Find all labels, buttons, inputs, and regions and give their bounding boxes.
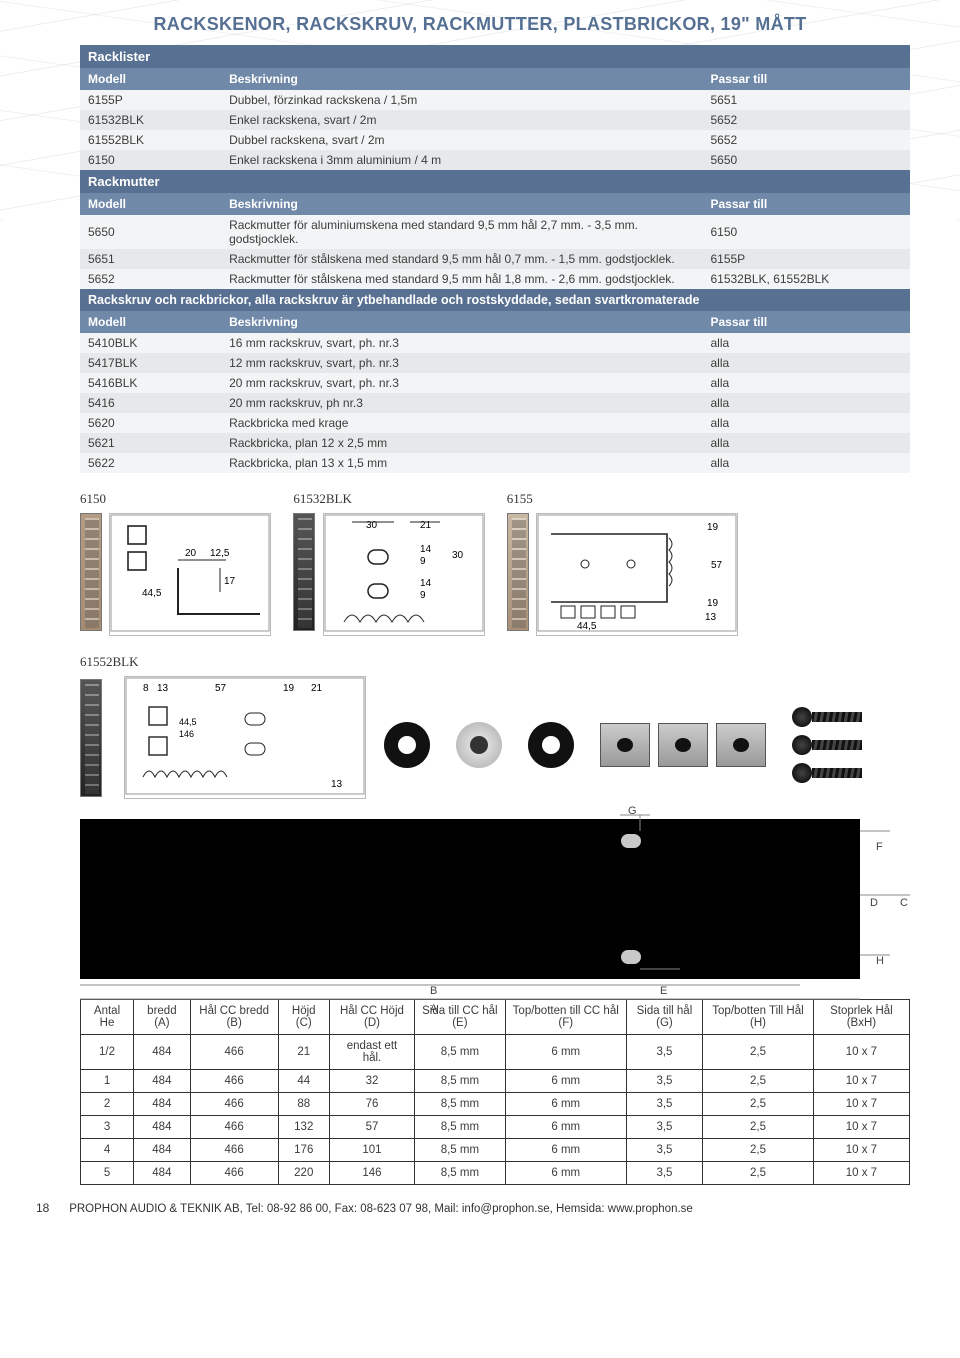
- dim-f: F: [876, 841, 883, 853]
- diagram-61532blk: 61532BLK 30 21 14 9 14 9 30: [293, 491, 484, 636]
- table-row: 61532BLKEnkel rackskena, svart / 2m5652: [80, 110, 910, 130]
- table-row: 248446688768,5 mm6 mm3,52,510 x 7: [81, 1093, 910, 1116]
- svg-text:13: 13: [157, 683, 169, 694]
- table-row: 5410BLK16 mm rackskruv, svart, ph. nr.3a…: [80, 333, 910, 353]
- dim-e: E: [660, 985, 667, 997]
- rail-photo: [80, 513, 102, 631]
- svg-text:20: 20: [185, 548, 197, 559]
- dim: 44,5: [142, 588, 162, 599]
- svg-text:44,5: 44,5: [577, 621, 597, 632]
- rail-photo: [80, 679, 102, 797]
- table-row: 148446644328,5 mm6 mm3,52,510 x 7: [81, 1070, 910, 1093]
- svg-text:57: 57: [215, 683, 227, 694]
- col-modell: Modell: [80, 68, 221, 90]
- svg-text:12,5: 12,5: [210, 548, 230, 559]
- svg-text:17: 17: [224, 576, 236, 587]
- section-rackskruv: Rackskruv och rackbrickor, alla rackskru…: [80, 289, 910, 311]
- dim-h: H: [876, 955, 884, 967]
- footer-text: PROPHON AUDIO & TEKNIK AB, Tel: 08-92 86…: [69, 1203, 693, 1215]
- table-row: 5416BLK20 mm rackskruv, svart, ph. nr.3a…: [80, 373, 910, 393]
- svg-text:44,5: 44,5: [179, 717, 197, 727]
- table-row: 54844662201468,5 mm6 mm3,52,510 x 7: [81, 1162, 910, 1185]
- washer-icon: [456, 722, 502, 768]
- cagenut-icon: [658, 723, 708, 767]
- dim-b: B: [430, 985, 437, 997]
- svg-text:13: 13: [331, 779, 343, 790]
- table-row: 6150Enkel rackskena i 3mm aluminium / 4 …: [80, 150, 910, 170]
- table-row: 5417BLK12 mm rackskruv, svart, ph. nr.3a…: [80, 353, 910, 373]
- washer-icon: [384, 722, 430, 768]
- diagram-6150: 6150 20 12,5 17 44,5: [80, 491, 271, 636]
- svg-text:14: 14: [420, 578, 432, 589]
- washer-icon: [528, 722, 574, 768]
- svg-text:19: 19: [283, 683, 295, 694]
- footer: 18 PROPHON AUDIO & TEKNIK AB, Tel: 08-92…: [0, 1185, 960, 1225]
- col-passar: Passar till: [702, 68, 910, 90]
- table-row: 5622Rackbricka, plan 13 x 1,5 mmalla: [80, 453, 910, 473]
- screw-icon: [792, 705, 862, 729]
- dim-g: G: [628, 805, 637, 817]
- data-tables: Racklister Modell Beskrivning Passar til…: [80, 45, 910, 473]
- col-beskrivning: Beskrivning: [221, 68, 702, 90]
- table-row: 1/248446621endast ett hål.8,5 mm6 mm3,52…: [81, 1035, 910, 1070]
- measurements-table: Antal He bredd (A) Hål CC bredd (B) Höjd…: [0, 999, 960, 1185]
- table-row: 5650Rackmutter för aluminiumskena med st…: [80, 215, 910, 249]
- table-row: 5651Rackmutter för stålskena med standar…: [80, 249, 910, 269]
- table-row: 61552BLKDubbel rackskena, svart / 2m5652: [80, 130, 910, 150]
- slot-icon: [621, 950, 641, 964]
- svg-text:9: 9: [420, 556, 426, 567]
- diagram-61552blk: 8 13 57 19 21 44,5 146 13: [124, 676, 366, 799]
- cagenut-icon: [600, 723, 650, 767]
- dim-c: C: [900, 897, 908, 909]
- screw-icon: [792, 733, 862, 757]
- table-row: 5621Rackbricka, plan 12 x 2,5 mmalla: [80, 433, 910, 453]
- svg-text:9: 9: [420, 590, 426, 601]
- svg-text:30: 30: [452, 550, 464, 561]
- svg-text:19: 19: [707, 598, 719, 609]
- rail-photo: [507, 513, 529, 631]
- dim-a: A: [430, 1003, 437, 1015]
- svg-text:19: 19: [707, 522, 719, 533]
- svg-text:13: 13: [705, 612, 717, 623]
- page-title: RACKSKENOR, RACKSKRUV, RACKMUTTER, PLAST…: [0, 0, 960, 45]
- slot-icon: [621, 834, 641, 848]
- svg-text:14: 14: [420, 544, 432, 555]
- section-rackmutter: Rackmutter: [80, 170, 910, 193]
- table-row: 44844661761018,5 mm6 mm3,52,510 x 7: [81, 1139, 910, 1162]
- dim-d: D: [870, 897, 878, 909]
- hardware-photos: [384, 705, 862, 785]
- table-row: 6155PDubbel, förzinkad rackskena / 1,5m5…: [80, 90, 910, 110]
- panel-diagram: G F D C H E B A: [0, 819, 960, 979]
- table-row: 541620 mm rackskruv, ph nr.3alla: [80, 393, 910, 413]
- svg-text:21: 21: [311, 683, 323, 694]
- table-row: 5652Rackmutter för stålskena med standar…: [80, 269, 910, 289]
- label-61552blk: 61552BLK: [80, 654, 910, 670]
- screw-icon: [792, 761, 862, 785]
- page-number: 18: [36, 1201, 66, 1215]
- table-row: 5620Rackbricka med kragealla: [80, 413, 910, 433]
- rail-photo: [293, 513, 315, 631]
- cagenut-icon: [716, 723, 766, 767]
- svg-text:8: 8: [143, 683, 149, 694]
- diagrams-region: 6150 20 12,5 17 44,5 61532BLK: [0, 491, 960, 799]
- svg-text:146: 146: [179, 729, 194, 739]
- tables-region: Racklister Modell Beskrivning Passar til…: [0, 45, 960, 473]
- diagram-6155: 6155 19 57 44,5 13 19: [507, 491, 738, 636]
- table-row: 3484466132578,5 mm6 mm3,52,510 x 7: [81, 1116, 910, 1139]
- svg-text:57: 57: [711, 560, 723, 571]
- section-racklister: Racklister: [80, 45, 910, 68]
